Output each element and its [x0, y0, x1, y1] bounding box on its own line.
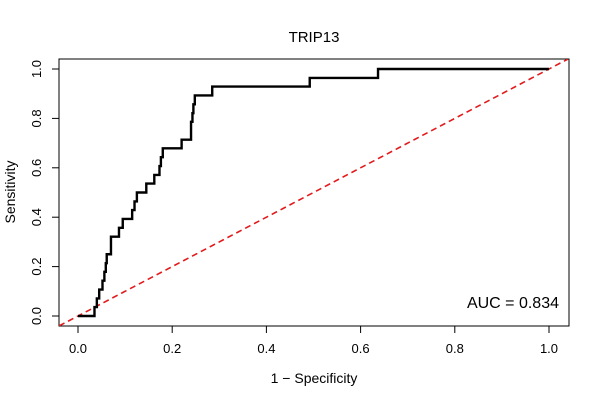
y-tick-label: 0.4 — [29, 208, 44, 226]
x-tick-label: 0.6 — [352, 341, 370, 356]
y-tick-label: 0.8 — [29, 109, 44, 127]
reference-diagonal-line — [59, 59, 569, 326]
roc-curve-line — [78, 67, 549, 318]
x-tick-label: 0.2 — [163, 341, 181, 356]
y-tick-label: 1.0 — [29, 60, 44, 78]
auc-annotation: AUC = 0.834 — [467, 295, 559, 312]
y-tick-label: 0.0 — [29, 307, 44, 325]
chart-title: TRIP13 — [289, 29, 340, 46]
x-tick-label: 1.0 — [540, 341, 558, 356]
x-tick-label: 0.4 — [257, 341, 275, 356]
x-tick-label: 0.8 — [446, 341, 464, 356]
y-axis: 0.0 0.2 0.4 0.6 0.8 1.0 — [29, 60, 60, 325]
y-tick-label: 0.2 — [29, 258, 44, 276]
x-tick-label: 0.0 — [69, 341, 87, 356]
y-tick-label: 0.6 — [29, 159, 44, 177]
x-axis: 0.0 0.2 0.4 0.6 0.8 1.0 — [69, 325, 558, 356]
plot-frame — [58, 58, 570, 327]
x-axis-label: 1 − Specificity — [271, 370, 358, 386]
y-axis-label: Sensitivity — [2, 160, 18, 223]
